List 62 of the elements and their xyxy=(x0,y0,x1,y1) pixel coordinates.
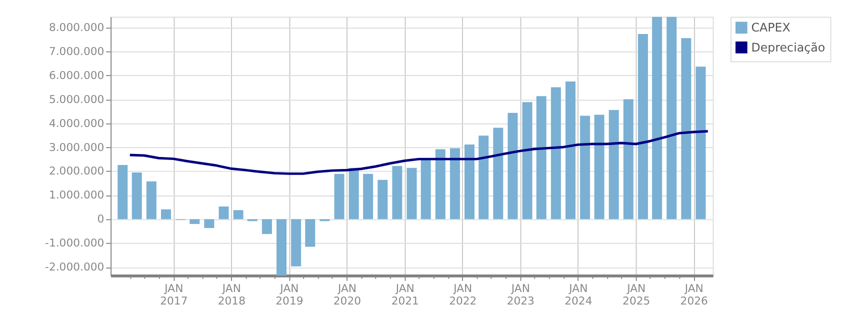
bar xyxy=(160,209,171,220)
y-tick-label: -2.000.000 xyxy=(45,260,104,274)
bar xyxy=(276,219,287,276)
bar xyxy=(118,165,128,220)
x-tick-label: JAN 2022 xyxy=(449,282,477,308)
line-series xyxy=(128,130,710,175)
y-tick-label: 6.000.000 xyxy=(48,68,104,82)
bar xyxy=(146,181,156,220)
y-tick-label: 4.000.000 xyxy=(48,116,104,130)
bar xyxy=(363,174,374,220)
legend-label: CAPEX xyxy=(751,20,790,35)
bar xyxy=(638,34,648,220)
bar xyxy=(565,81,576,220)
bar xyxy=(550,87,561,220)
bar xyxy=(305,219,316,247)
bar xyxy=(652,16,662,220)
bar xyxy=(262,219,272,234)
x-tick-label: JAN 2018 xyxy=(218,282,246,308)
bar xyxy=(291,219,302,266)
bar xyxy=(435,149,446,220)
x-tick-label: JAN 2020 xyxy=(333,282,362,308)
bar xyxy=(420,160,431,220)
bar xyxy=(623,99,634,220)
y-tick-label: 5.000.000 xyxy=(48,92,104,106)
x-tick-label: JAN 2025 xyxy=(622,282,650,308)
bar xyxy=(493,128,504,220)
bar xyxy=(681,38,692,220)
y-tick-label: 0 xyxy=(97,212,104,226)
legend-label: Depreciação xyxy=(751,40,826,54)
x-tick-label: JAN 2021 xyxy=(391,282,419,308)
bar xyxy=(580,116,590,220)
bar xyxy=(696,66,706,220)
bar xyxy=(190,219,200,224)
y-tick-label: 8.000.000 xyxy=(48,21,104,34)
bar xyxy=(334,174,344,220)
bar xyxy=(536,96,546,220)
y-tick-label: 7.000.000 xyxy=(48,44,104,58)
bar xyxy=(132,172,142,220)
x-tick-label: JAN 2026 xyxy=(680,282,708,308)
bar xyxy=(464,144,475,220)
x-tick-label: JAN 2017 xyxy=(160,282,188,308)
y-tick-label: 2.000.000 xyxy=(48,164,104,178)
y-tick-label: 1.000.000 xyxy=(48,188,104,202)
x-tick-label: JAN 2023 xyxy=(506,282,535,308)
bar xyxy=(233,210,244,220)
x-tick-label: JAN 2019 xyxy=(276,282,304,308)
x-tick-label: JAN 2024 xyxy=(564,282,592,308)
bar xyxy=(406,168,417,220)
bar xyxy=(666,16,677,220)
bar xyxy=(522,102,532,220)
y-tick-label: 3.000.000 xyxy=(48,140,104,154)
bar xyxy=(392,166,402,220)
bar xyxy=(508,112,518,220)
bar xyxy=(608,110,619,220)
y-tick-label: -1.000.000 xyxy=(45,236,104,250)
bar xyxy=(594,114,604,220)
bar xyxy=(450,148,460,220)
bar xyxy=(348,168,359,220)
bar xyxy=(378,180,388,220)
bar xyxy=(218,206,229,220)
bar xyxy=(204,219,214,228)
bar xyxy=(478,136,489,220)
